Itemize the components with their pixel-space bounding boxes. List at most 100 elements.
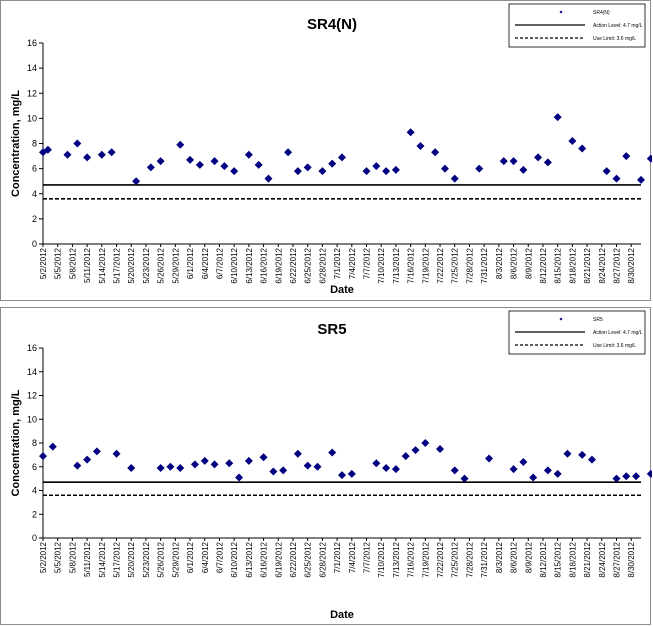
data-point xyxy=(553,469,562,478)
data-point xyxy=(338,153,346,162)
x-tick-label: 5/20/2012 xyxy=(127,541,136,577)
data-point xyxy=(509,465,518,474)
legend-marker xyxy=(559,10,563,14)
x-tick-label: 5/23/2012 xyxy=(142,247,151,283)
x-tick-label: 8/24/2012 xyxy=(598,541,607,577)
chart-title: SR4(N) xyxy=(307,16,357,33)
data-point xyxy=(235,473,244,482)
data-point xyxy=(416,142,425,151)
data-point xyxy=(127,463,136,472)
x-tick-label: 5/29/2012 xyxy=(171,247,180,283)
chart-panel-sr4n: SR4(N) 0 2 4 6 8 10 12 14 16 5/2/2012 5/5/2012 5/8/2… xyxy=(0,0,652,301)
x-tick-label: 8/24/2012 xyxy=(598,247,607,283)
data-point xyxy=(519,458,528,466)
chart-sr4n: SR4(N) 0 2 4 6 8 10 12 14 16 5/2/2012 5/5/2012 5/8/2… xyxy=(10,3,652,296)
data-point xyxy=(73,461,82,470)
legend-label: Use Limit: 3.6 mg/L xyxy=(593,343,636,349)
x-tick-label: 6/7/2012 xyxy=(215,541,224,573)
data-point xyxy=(391,165,400,174)
data-point xyxy=(362,167,371,176)
x-tick-label: 7/31/2012 xyxy=(480,247,489,283)
x-tick-label: 5/14/2012 xyxy=(98,247,107,283)
data-point xyxy=(284,148,293,157)
x-tick-label: 8/30/2012 xyxy=(627,541,636,577)
data-point xyxy=(475,164,484,173)
data-point xyxy=(612,174,621,183)
x-tick-label: 8/18/2012 xyxy=(568,541,577,577)
x-tick-label: 6/16/2012 xyxy=(260,247,269,283)
data-point xyxy=(372,459,381,468)
x-tick-label: 8/9/2012 xyxy=(524,247,533,279)
data-point xyxy=(176,463,185,472)
data-point xyxy=(602,167,611,176)
x-tick-label: 6/1/2012 xyxy=(186,541,195,573)
x-tick-label: 6/22/2012 xyxy=(289,247,298,283)
data-point xyxy=(210,157,219,166)
data-point xyxy=(622,472,631,481)
x-tick-label: 5/11/2012 xyxy=(83,541,92,577)
x-tick-label: 6/25/2012 xyxy=(304,247,313,283)
data-point xyxy=(421,439,430,447)
data-point xyxy=(578,450,587,459)
y-tick-label: 10 xyxy=(27,414,37,424)
x-tick-label: 6/1/2012 xyxy=(186,247,195,279)
y-tick-label: 12 xyxy=(27,88,37,98)
data-point xyxy=(264,174,273,183)
data-point xyxy=(553,113,562,122)
x-tick-label: 7/25/2012 xyxy=(451,541,460,577)
y-tick-label: 10 xyxy=(27,113,37,123)
data-point xyxy=(543,466,552,475)
x-tick-label: 7/25/2012 xyxy=(451,247,460,283)
data-point xyxy=(195,160,204,169)
legend-label: Use Limit: 3.6 mg/L xyxy=(593,36,636,42)
x-tick-label: 5/5/2012 xyxy=(54,541,63,573)
data-point xyxy=(499,157,508,166)
x-tick-label: 6/4/2012 xyxy=(201,541,210,573)
data-point xyxy=(166,462,175,471)
data-point xyxy=(269,467,278,476)
data-point xyxy=(578,144,587,153)
data-point xyxy=(372,162,381,171)
x-tick-label: 8/12/2012 xyxy=(539,541,548,577)
x-tick-label: 5/8/2012 xyxy=(68,247,77,279)
y-tick-label: 2 xyxy=(32,214,37,224)
data-point xyxy=(347,469,356,478)
x-tick-label: 6/13/2012 xyxy=(245,247,254,283)
data-point xyxy=(186,155,195,164)
x-tick-label: 6/7/2012 xyxy=(215,247,224,279)
legend-label: SR5 xyxy=(593,317,603,323)
data-point xyxy=(440,164,449,173)
legend-label: SR4(N) xyxy=(593,10,610,16)
x-tick-label: 6/22/2012 xyxy=(289,541,298,577)
x-tick-label: 6/19/2012 xyxy=(274,541,283,577)
x-tick-label: 5/29/2012 xyxy=(171,541,180,577)
data-point xyxy=(450,466,459,475)
data-point xyxy=(637,175,645,184)
x-axis-title: Date xyxy=(330,609,354,621)
data-point xyxy=(73,139,82,148)
data-point xyxy=(529,473,538,482)
data-point xyxy=(509,157,518,166)
data-point xyxy=(146,163,155,172)
x-tick-label: 5/26/2012 xyxy=(157,541,166,577)
y-tick-label: 6 xyxy=(32,462,37,472)
data-point xyxy=(210,460,219,469)
x-tick-label: 7/1/2012 xyxy=(333,247,342,279)
y-axis-title: Concentration, mg/L xyxy=(10,90,22,197)
x-tick-label: 7/7/2012 xyxy=(363,247,372,279)
data-point xyxy=(293,167,302,176)
data-point xyxy=(534,153,543,162)
data-point xyxy=(587,455,596,464)
data-point xyxy=(338,471,346,480)
x-axis-title: Date xyxy=(330,284,354,296)
x-tick-label: 5/17/2012 xyxy=(113,541,122,577)
x-tick-label: 5/5/2012 xyxy=(54,247,63,279)
x-tick-label: 5/20/2012 xyxy=(127,247,136,283)
data-point xyxy=(244,456,253,465)
data-point xyxy=(646,154,652,163)
data-point xyxy=(39,452,47,461)
legend-label: Action Level: 4.7 mg/L xyxy=(593,330,643,336)
data-point xyxy=(612,474,621,483)
data-point xyxy=(382,167,391,176)
data-point xyxy=(156,157,165,166)
